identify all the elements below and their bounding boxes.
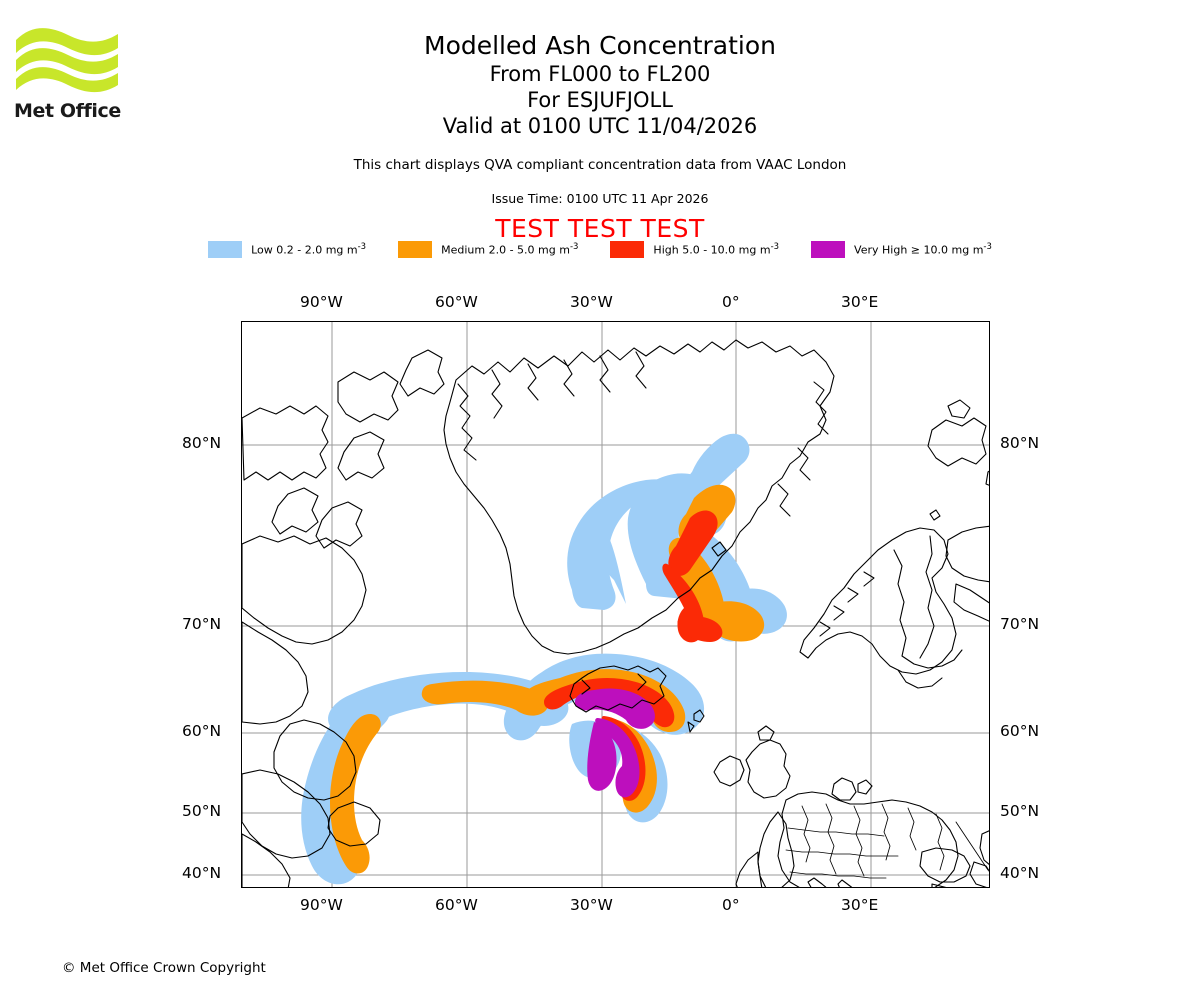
- legend-swatch-high: [610, 241, 645, 258]
- ash-contour-high: [544, 510, 723, 801]
- legend-label-high: High 5.0 - 10.0 mg m-3: [653, 242, 780, 257]
- chart-description: This chart displays QVA compliant concen…: [353, 157, 847, 173]
- lat-tick-right-70n: 70°N: [1000, 615, 1040, 633]
- lon-tick-bottom-0: 0°: [722, 896, 740, 914]
- legend-swatch-very-high: [811, 241, 846, 258]
- lat-tick-left-70n: 70°N: [182, 615, 222, 633]
- title-block: Modelled Ash Concentration From FL000 to…: [0, 0, 1200, 139]
- lon-tick-top-30e: 30°E: [841, 293, 879, 311]
- ash-contour-medium: [330, 484, 765, 874]
- volcano-name: For ESJUFJOLL: [527, 88, 673, 112]
- lon-tick-bottom-30e: 30°E: [841, 896, 879, 914]
- lat-tick-right-40n: 40°N: [1000, 864, 1040, 882]
- ash-contour-very-high: [574, 688, 655, 798]
- lat-tick-right-50n: 50°N: [1000, 802, 1040, 820]
- ash-plume: [301, 433, 787, 885]
- legend-item-very-high: Very High ≥ 10.0 mg m-3: [811, 241, 992, 258]
- legend-item-medium: Medium 2.0 - 5.0 mg m-3: [398, 241, 578, 258]
- lon-tick-top-30w: 30°W: [570, 293, 613, 311]
- test-banner: TEST TEST TEST: [495, 214, 705, 243]
- issue-time: Issue Time: 0100 UTC 11 Apr 2026: [491, 191, 709, 206]
- map-canvas: [242, 322, 989, 887]
- lat-tick-right-60n: 60°N: [1000, 722, 1040, 740]
- lon-tick-top-0: 0°: [722, 293, 740, 311]
- valid-time: Valid at 0100 UTC 11/04/2026: [442, 114, 758, 138]
- flight-level-range: From FL000 to FL200: [489, 62, 711, 86]
- lat-tick-right-80n: 80°N: [1000, 434, 1040, 452]
- legend-label-low: Low 0.2 - 2.0 mg m-3: [251, 242, 367, 257]
- lat-tick-left-60n: 60°N: [182, 722, 222, 740]
- lon-tick-bottom-30w: 30°W: [570, 896, 613, 914]
- lon-tick-bottom-60w: 60°W: [435, 896, 478, 914]
- lon-tick-bottom-90w: 90°W: [300, 896, 343, 914]
- legend-item-low: Low 0.2 - 2.0 mg m-3: [208, 241, 366, 258]
- lon-tick-top-90w: 90°W: [300, 293, 343, 311]
- lat-tick-left-80n: 80°N: [182, 434, 222, 452]
- concentration-legend: Low 0.2 - 2.0 mg m-3 Medium 2.0 - 5.0 mg…: [0, 241, 1200, 258]
- lat-tick-left-40n: 40°N: [182, 864, 222, 882]
- legend-item-high: High 5.0 - 10.0 mg m-3: [610, 241, 779, 258]
- legend-swatch-low: [208, 241, 243, 258]
- legend-label-very-high: Very High ≥ 10.0 mg m-3: [854, 242, 992, 257]
- met-office-waves-icon: [16, 28, 118, 93]
- copyright-footer: © Met Office Crown Copyright: [62, 960, 266, 976]
- legend-swatch-medium: [398, 241, 433, 258]
- ash-concentration-map[interactable]: [241, 321, 990, 888]
- legend-label-medium: Medium 2.0 - 5.0 mg m-3: [441, 242, 579, 257]
- coastlines: [242, 339, 989, 887]
- chart-title: Modelled Ash Concentration: [424, 31, 776, 60]
- lon-tick-top-60w: 60°W: [435, 293, 478, 311]
- lat-tick-left-50n: 50°N: [182, 802, 222, 820]
- brand-name: Met Office: [14, 100, 121, 122]
- met-office-logo: Met Office: [14, 22, 124, 122]
